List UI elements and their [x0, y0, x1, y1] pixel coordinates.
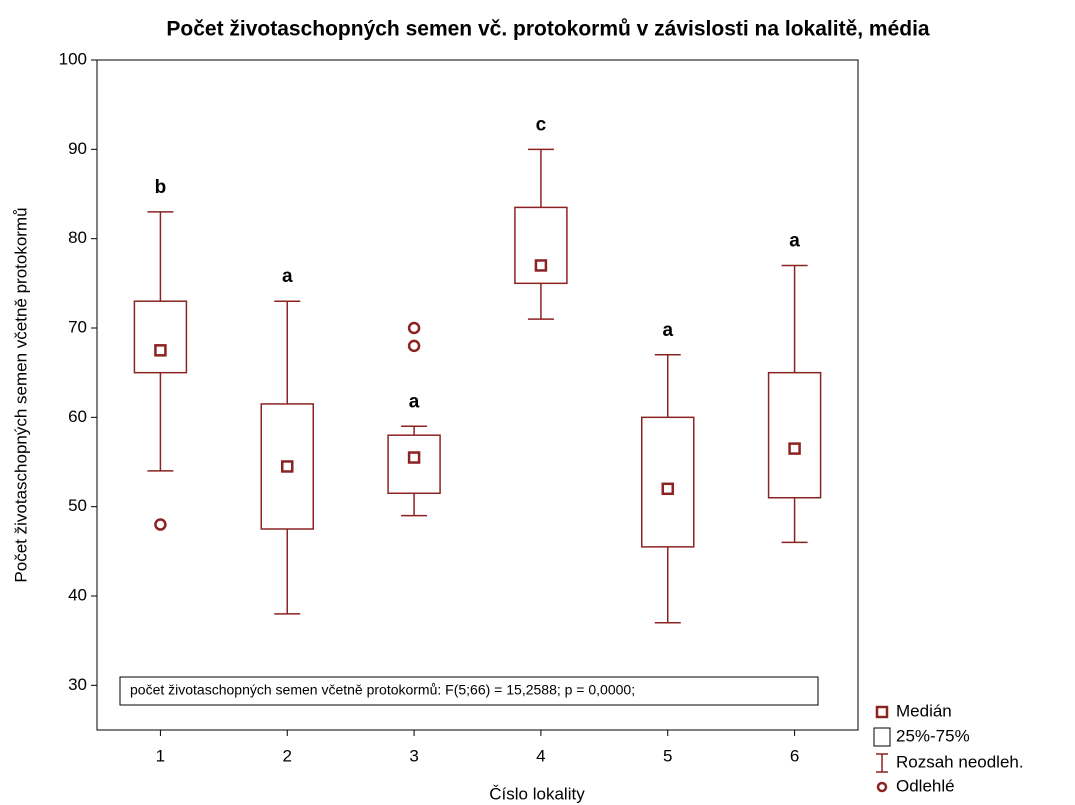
annotation-box: [119, 676, 819, 706]
group-letter: a: [662, 320, 673, 341]
x-tick-label: 5: [663, 746, 672, 765]
x-tick-label: 4: [536, 746, 545, 765]
median: [534, 259, 548, 272]
group-letter: a: [409, 391, 420, 412]
plot-frame: [96, 59, 859, 731]
x-tick-label: 2: [283, 746, 292, 765]
outlier: [407, 321, 421, 335]
legend-outlier: [876, 781, 888, 793]
legend-label: 25%-75%: [896, 726, 970, 745]
y-tick-label: 40: [68, 585, 87, 604]
outlier: [154, 518, 167, 531]
x-tick-label: 1: [156, 746, 165, 765]
box: [641, 416, 695, 548]
y-tick-label: 30: [68, 675, 87, 694]
group-letter: c: [536, 114, 547, 135]
box: [767, 371, 822, 499]
median: [154, 344, 167, 357]
group-letter: b: [155, 177, 167, 198]
chart-title: Počet životaschopných semen vč. protokor…: [166, 18, 930, 41]
box: [260, 403, 314, 530]
box: [387, 434, 441, 495]
group-letter: a: [282, 266, 293, 287]
y-tick-label: 60: [68, 407, 87, 426]
x-tick-label: 3: [409, 746, 418, 765]
legend-median: [875, 705, 889, 719]
legend-label: Medián: [896, 701, 952, 720]
median: [788, 442, 801, 455]
group-letter: a: [789, 230, 800, 251]
outlier: [407, 339, 421, 353]
box: [514, 206, 568, 285]
y-tick-label: 90: [68, 139, 87, 158]
legend-label: Rozsah neodleh.: [896, 752, 1024, 771]
legend-box: [873, 727, 891, 747]
legend-label: Odlehlé: [896, 776, 955, 795]
y-axis-label: Počet životaschopných semen včetně proto…: [11, 207, 30, 582]
median: [407, 451, 421, 464]
x-axis-label: Číslo lokality: [489, 784, 585, 803]
y-tick-label: 70: [68, 317, 87, 336]
median: [661, 482, 674, 496]
annotation: počet životaschopných semen včetně proto…: [130, 682, 635, 698]
y-tick-label: 100: [59, 49, 87, 68]
median: [281, 460, 294, 473]
y-tick-label: 50: [68, 496, 87, 515]
y-tick-label: 80: [68, 228, 87, 247]
x-tick-label: 6: [790, 746, 799, 765]
box: [133, 300, 188, 374]
